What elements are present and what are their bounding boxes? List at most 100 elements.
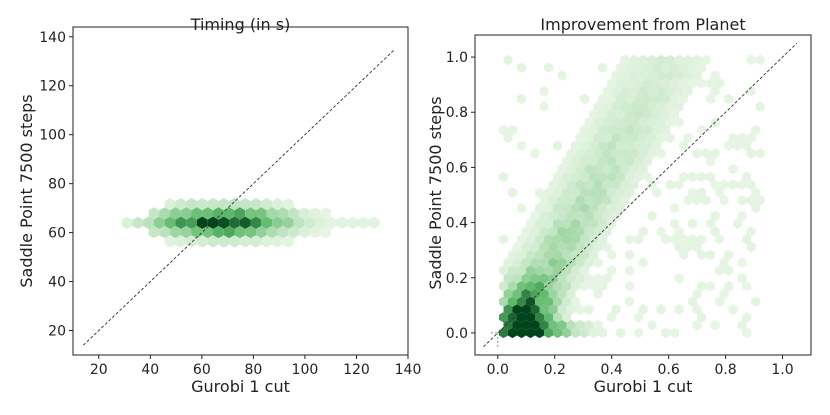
- hexbin-cell: [620, 85, 630, 97]
- hexbin-cell: [728, 304, 738, 315]
- hexbin-cell: [656, 304, 666, 315]
- hexbin-cell: [562, 327, 571, 339]
- hexbin-cell: [755, 148, 765, 159]
- hexbin-cell: [742, 280, 752, 292]
- hexbin-cell: [566, 319, 576, 331]
- hexbin-cell: [589, 218, 598, 229]
- y-tick-label: 1.0: [446, 50, 468, 66]
- hexbin-cell: [746, 132, 756, 144]
- hexbin-cell: [256, 207, 267, 220]
- hexbin-cell: [580, 249, 589, 261]
- hexbin-cell: [706, 78, 716, 89]
- hexbin-cell: [611, 195, 621, 206]
- hexbin-cell: [234, 207, 246, 220]
- hexbin-cell: [571, 171, 580, 183]
- hexbin-cell: [607, 265, 617, 276]
- hexbin-cell: [580, 93, 589, 105]
- hexbin-cell: [634, 109, 644, 120]
- hexbin-cell: [517, 312, 526, 323]
- hexbin-cell: [625, 171, 635, 183]
- hexbin-cell: [629, 101, 639, 112]
- hexbin-cell: [638, 117, 648, 128]
- hexbin-cell: [625, 265, 635, 276]
- hexbin-cell: [499, 312, 508, 323]
- hexbin-cell: [548, 273, 558, 284]
- hexbin-cell: [202, 207, 213, 220]
- hexbin-cell: [575, 148, 585, 159]
- hexbin-cell: [607, 171, 617, 183]
- hexbin-cell: [607, 93, 617, 105]
- hexbin-cell: [288, 225, 299, 239]
- hexbin-cell: [266, 225, 278, 239]
- hexbin-cell: [261, 235, 273, 248]
- hexbin-cell: [575, 257, 585, 268]
- hexbin-cell: [517, 265, 526, 276]
- hexbin-cell: [566, 179, 576, 190]
- hexbin-cell: [347, 216, 358, 229]
- timing-panel: 20 40 60 80 100 120 140 20 40 60 80 100 120 140 Timi…: [17, 15, 421, 396]
- hexbin-cell: [571, 234, 580, 245]
- hexbin-cell: [544, 187, 553, 198]
- hexbin-cell: [665, 179, 675, 190]
- hexbin-cell: [512, 273, 522, 284]
- hexbin-cell: [665, 85, 675, 97]
- hexbin-cell: [535, 327, 544, 339]
- hexbin-cell: [535, 280, 544, 292]
- hexbin-cell: [751, 124, 761, 136]
- hexbin-cell: [607, 124, 617, 136]
- hexbin-cell: [503, 304, 513, 315]
- hexbin-cell: [755, 195, 765, 206]
- hexbin-cell: [272, 216, 283, 229]
- hexbin-cell: [661, 234, 671, 245]
- hexbin-cell: [737, 273, 747, 284]
- hexbin-cell: [656, 132, 666, 144]
- hexbin-cell: [598, 109, 608, 120]
- hexbin-cell: [553, 280, 562, 292]
- hexbin-cell: [656, 117, 666, 128]
- hexbin-cell: [256, 225, 267, 239]
- hexbin-cell: [566, 195, 576, 206]
- hexbin-cell: [580, 124, 589, 136]
- hexbin-cell: [553, 171, 562, 183]
- hexbin-cell: [530, 273, 540, 284]
- hexbin-cell: [196, 235, 208, 248]
- timing-title: Timing (in s): [190, 15, 291, 34]
- hexbin-cell: [517, 234, 526, 245]
- hexbin-cell: [692, 148, 702, 159]
- hexbin-cell: [674, 304, 684, 315]
- hexbin-cell: [159, 207, 171, 220]
- hexbin-cell: [207, 235, 219, 248]
- hexbin-cell: [530, 226, 540, 237]
- hexbin-cell: [218, 216, 230, 229]
- hexbin-cell: [562, 187, 571, 198]
- hexbin-cell: [535, 312, 544, 323]
- hexbin-cell: [670, 234, 680, 245]
- hexbin-cell: [710, 179, 720, 190]
- hexbin-cell: [562, 249, 571, 261]
- hexbin-cell: [697, 280, 707, 292]
- hexbin-cell: [218, 235, 230, 248]
- hexbin-cell: [625, 78, 635, 89]
- hexbin-cell: [368, 216, 380, 229]
- hexbin-cell: [701, 148, 711, 159]
- hexbin-cell: [733, 218, 743, 229]
- hexbin-cell: [589, 202, 598, 214]
- hexbin-cell: [517, 202, 526, 214]
- hexbin-cell: [503, 319, 513, 331]
- hexbin-cell: [544, 296, 553, 307]
- hexbin-cell: [229, 216, 240, 229]
- hexbin-cell: [499, 234, 508, 245]
- hexbin-cell: [652, 124, 662, 136]
- hexbin-cell: [164, 216, 176, 229]
- hexbin-cell: [593, 210, 603, 222]
- hexbin-cell: [638, 101, 648, 112]
- hexbin-cell: [213, 207, 224, 220]
- hexbin-cell: [566, 273, 576, 284]
- hexbin-cell: [629, 85, 639, 97]
- hexbin-cell: [643, 124, 653, 136]
- hexbin-cell: [548, 226, 558, 237]
- hexbin-cell: [737, 210, 747, 222]
- hexbin-cell: [170, 225, 181, 239]
- hexbin-cell: [665, 101, 675, 112]
- hexbin-cell: [616, 78, 626, 89]
